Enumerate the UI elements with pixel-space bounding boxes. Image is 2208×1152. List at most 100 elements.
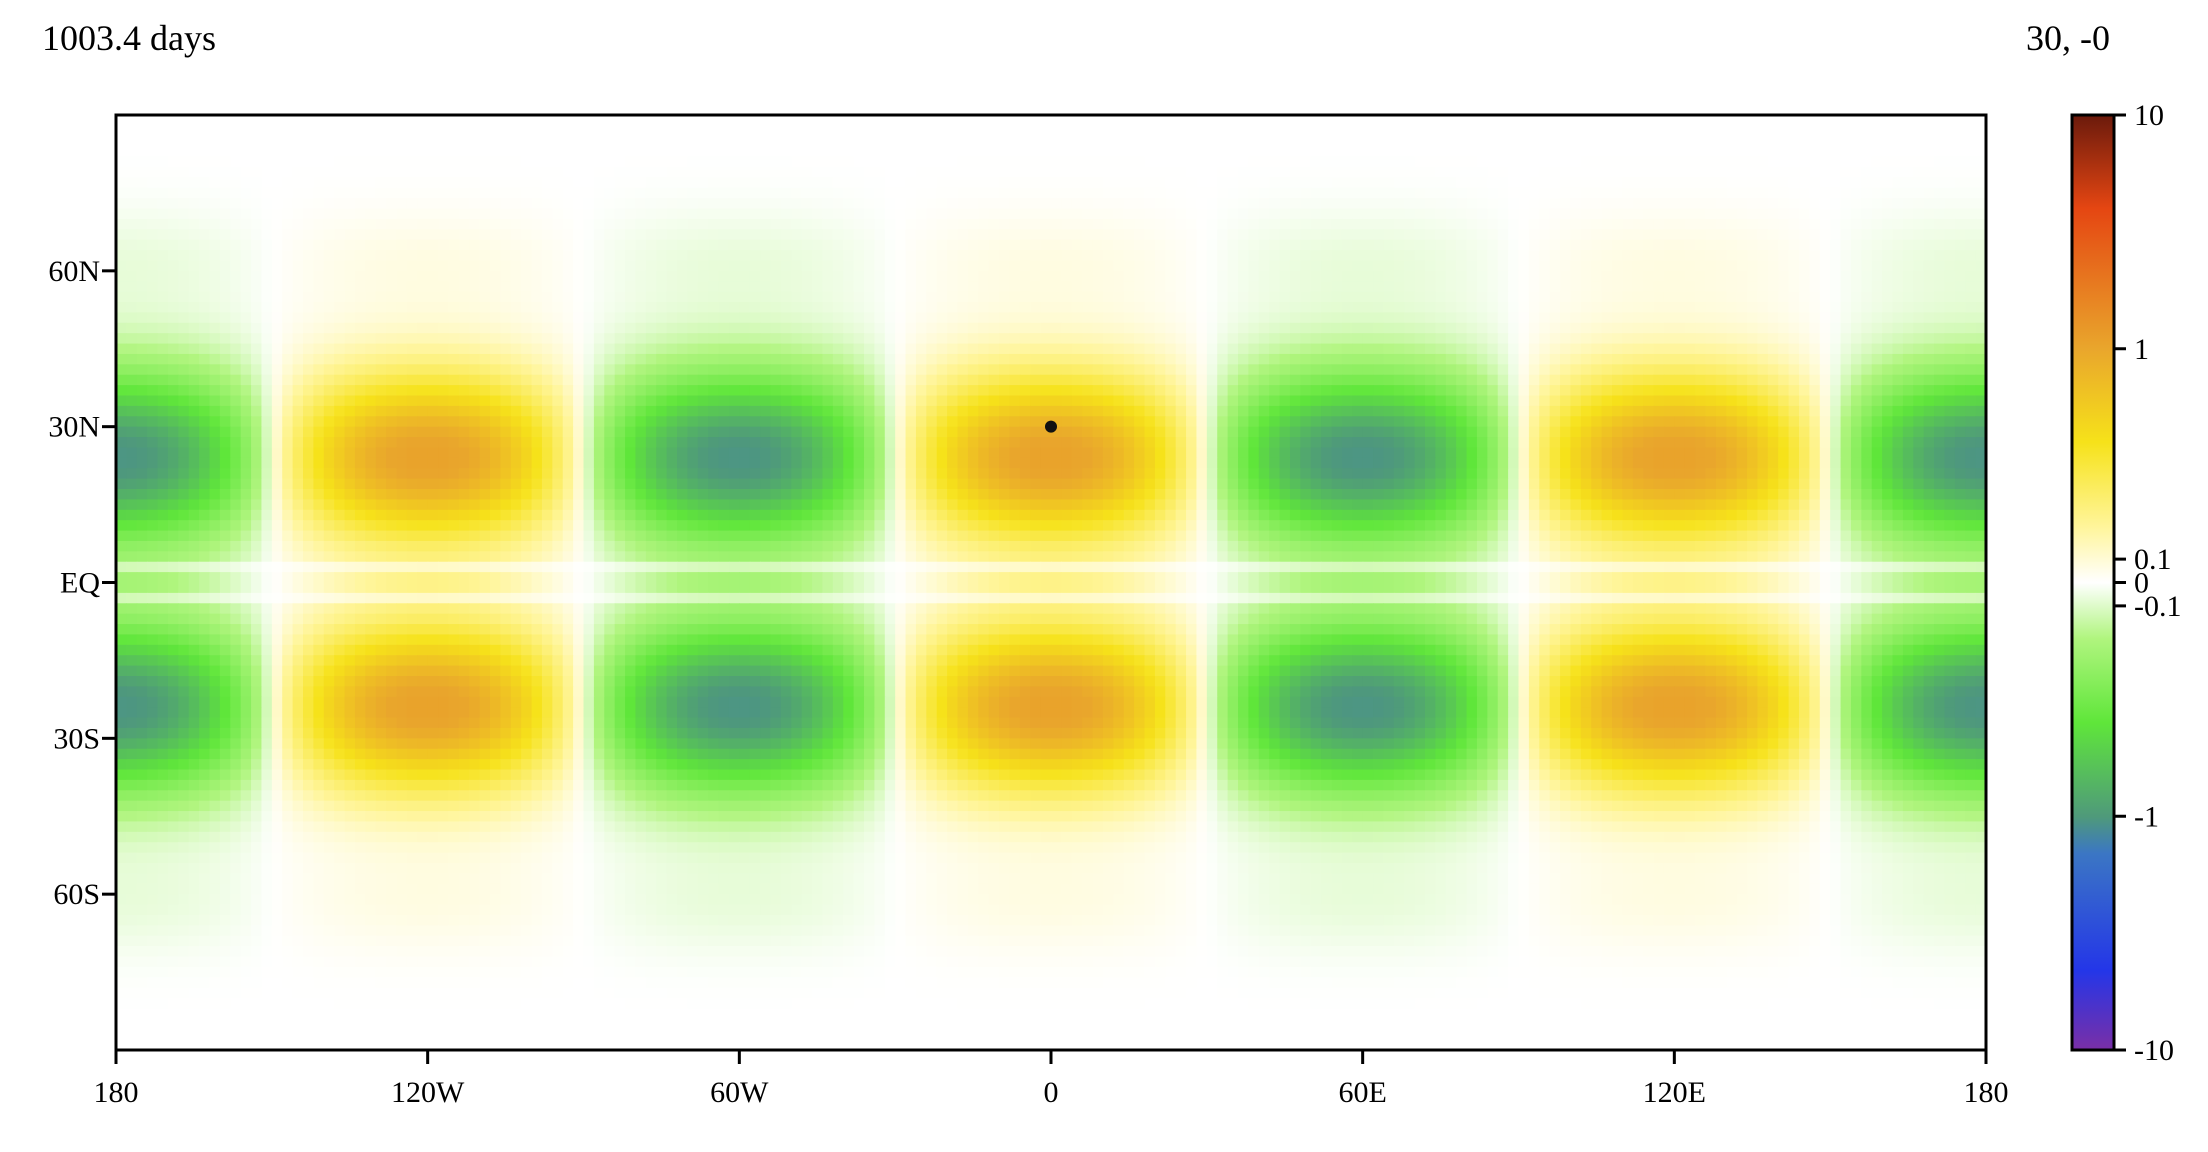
heatmap-cell bbox=[1872, 146, 1883, 157]
heatmap-cell bbox=[781, 146, 792, 157]
heatmap-cell bbox=[158, 115, 169, 126]
heatmap-cell bbox=[573, 219, 584, 230]
heatmap-cell bbox=[1207, 136, 1218, 147]
heatmap-cell bbox=[677, 167, 688, 178]
heatmap-cell bbox=[1913, 229, 1924, 240]
heatmap-cell bbox=[978, 209, 989, 220]
heatmap-cell bbox=[1612, 115, 1623, 126]
heatmap-cell bbox=[241, 115, 252, 126]
heatmap-cell bbox=[1259, 157, 1270, 168]
heatmap-cell bbox=[1882, 177, 1893, 188]
heatmap-cell bbox=[1186, 125, 1197, 136]
heatmap-cell bbox=[1539, 209, 1550, 220]
heatmap-cell bbox=[968, 188, 979, 199]
heatmap-cell bbox=[1487, 188, 1498, 199]
heatmap-cell bbox=[895, 115, 906, 126]
heatmap-cell bbox=[667, 229, 678, 240]
heatmap-cell bbox=[1737, 146, 1748, 157]
heatmap-cell bbox=[500, 188, 511, 199]
heatmap-cell bbox=[1872, 219, 1883, 230]
heatmap-cell bbox=[1955, 157, 1966, 168]
heatmap-cell bbox=[220, 157, 231, 168]
heatmap-cell bbox=[1654, 219, 1665, 230]
heatmap-cell bbox=[947, 115, 958, 126]
heatmap-cell bbox=[594, 125, 605, 136]
heatmap-cell bbox=[1030, 198, 1041, 209]
heatmap-cell bbox=[1529, 136, 1540, 147]
heatmap-cell bbox=[1248, 146, 1259, 157]
heatmap-cell bbox=[1934, 136, 1945, 147]
heatmap-cell bbox=[1176, 198, 1187, 209]
heatmap-cell bbox=[334, 167, 345, 178]
heatmap-cell bbox=[1134, 146, 1145, 157]
heatmap-cell bbox=[687, 125, 698, 136]
heatmap-cell bbox=[1913, 136, 1924, 147]
heatmap-cell bbox=[1664, 125, 1675, 136]
heatmap-cell bbox=[552, 115, 563, 126]
heatmap-cell bbox=[1612, 229, 1623, 240]
heatmap-cell bbox=[417, 125, 428, 136]
heatmap-cell bbox=[1570, 219, 1581, 230]
heatmap-cell bbox=[1456, 198, 1467, 209]
heatmap-cell bbox=[1487, 136, 1498, 147]
heatmap-cell bbox=[802, 177, 813, 188]
heatmap-cell bbox=[999, 209, 1010, 220]
heatmap-cell bbox=[428, 157, 439, 168]
heatmap-cell bbox=[282, 136, 293, 147]
heatmap-cell bbox=[1082, 209, 1093, 220]
heatmap-cell bbox=[573, 167, 584, 178]
heatmap-cell bbox=[822, 188, 833, 199]
heatmap-cell bbox=[1591, 198, 1602, 209]
heatmap-cell bbox=[137, 146, 148, 157]
heatmap-cell bbox=[1570, 125, 1581, 136]
heatmap-cell bbox=[417, 115, 428, 126]
heatmap-cell bbox=[1706, 188, 1717, 199]
heatmap-cell bbox=[719, 209, 730, 220]
heatmap-cell bbox=[397, 146, 408, 157]
heatmap-cell bbox=[1934, 198, 1945, 209]
heatmap-cell bbox=[947, 198, 958, 209]
heatmap-cell bbox=[708, 167, 719, 178]
heatmap-cell bbox=[230, 146, 241, 157]
heatmap-cell bbox=[833, 157, 844, 168]
heatmap-cell bbox=[1300, 146, 1311, 157]
heatmap-cell bbox=[1363, 146, 1374, 157]
heatmap-cell bbox=[1155, 188, 1166, 199]
heatmap-cell bbox=[1217, 188, 1228, 199]
heatmap-cell bbox=[781, 219, 792, 230]
heatmap-cell bbox=[739, 177, 750, 188]
heatmap-cell bbox=[1799, 115, 1810, 126]
heatmap-cell bbox=[500, 146, 511, 157]
heatmap-cell bbox=[1498, 115, 1509, 126]
heatmap-cell bbox=[1934, 177, 1945, 188]
heatmap-cell bbox=[1155, 229, 1166, 240]
heatmap-cell bbox=[1778, 157, 1789, 168]
heatmap-cell bbox=[947, 167, 958, 178]
heatmap-cell bbox=[521, 146, 532, 157]
heatmap-cell bbox=[407, 146, 418, 157]
heatmap-cell bbox=[241, 209, 252, 220]
heatmap-cell bbox=[1685, 229, 1696, 240]
heatmap-cell bbox=[1228, 115, 1239, 126]
heatmap-cell bbox=[1550, 188, 1561, 199]
heatmap-cell bbox=[1383, 188, 1394, 199]
heatmap-cell bbox=[1799, 198, 1810, 209]
heatmap-cell bbox=[1145, 188, 1156, 199]
heatmap-cell bbox=[1529, 209, 1540, 220]
heatmap-cell bbox=[511, 188, 522, 199]
heatmap-cell bbox=[573, 209, 584, 220]
heatmap-cell bbox=[656, 146, 667, 157]
heatmap-cell bbox=[1093, 209, 1104, 220]
heatmap-cell bbox=[1124, 125, 1135, 136]
heatmap-cell bbox=[739, 219, 750, 230]
heatmap-cell bbox=[178, 209, 189, 220]
heatmap-cell bbox=[1508, 136, 1519, 147]
heatmap-cell bbox=[1664, 229, 1675, 240]
heatmap-cell bbox=[1228, 188, 1239, 199]
heatmap-cell bbox=[1612, 146, 1623, 157]
heatmap-cell bbox=[168, 167, 179, 178]
heatmap-cell bbox=[1737, 209, 1748, 220]
heatmap-cell bbox=[1882, 198, 1893, 209]
heatmap-cell bbox=[220, 240, 231, 251]
heatmap-cell bbox=[1217, 219, 1228, 230]
